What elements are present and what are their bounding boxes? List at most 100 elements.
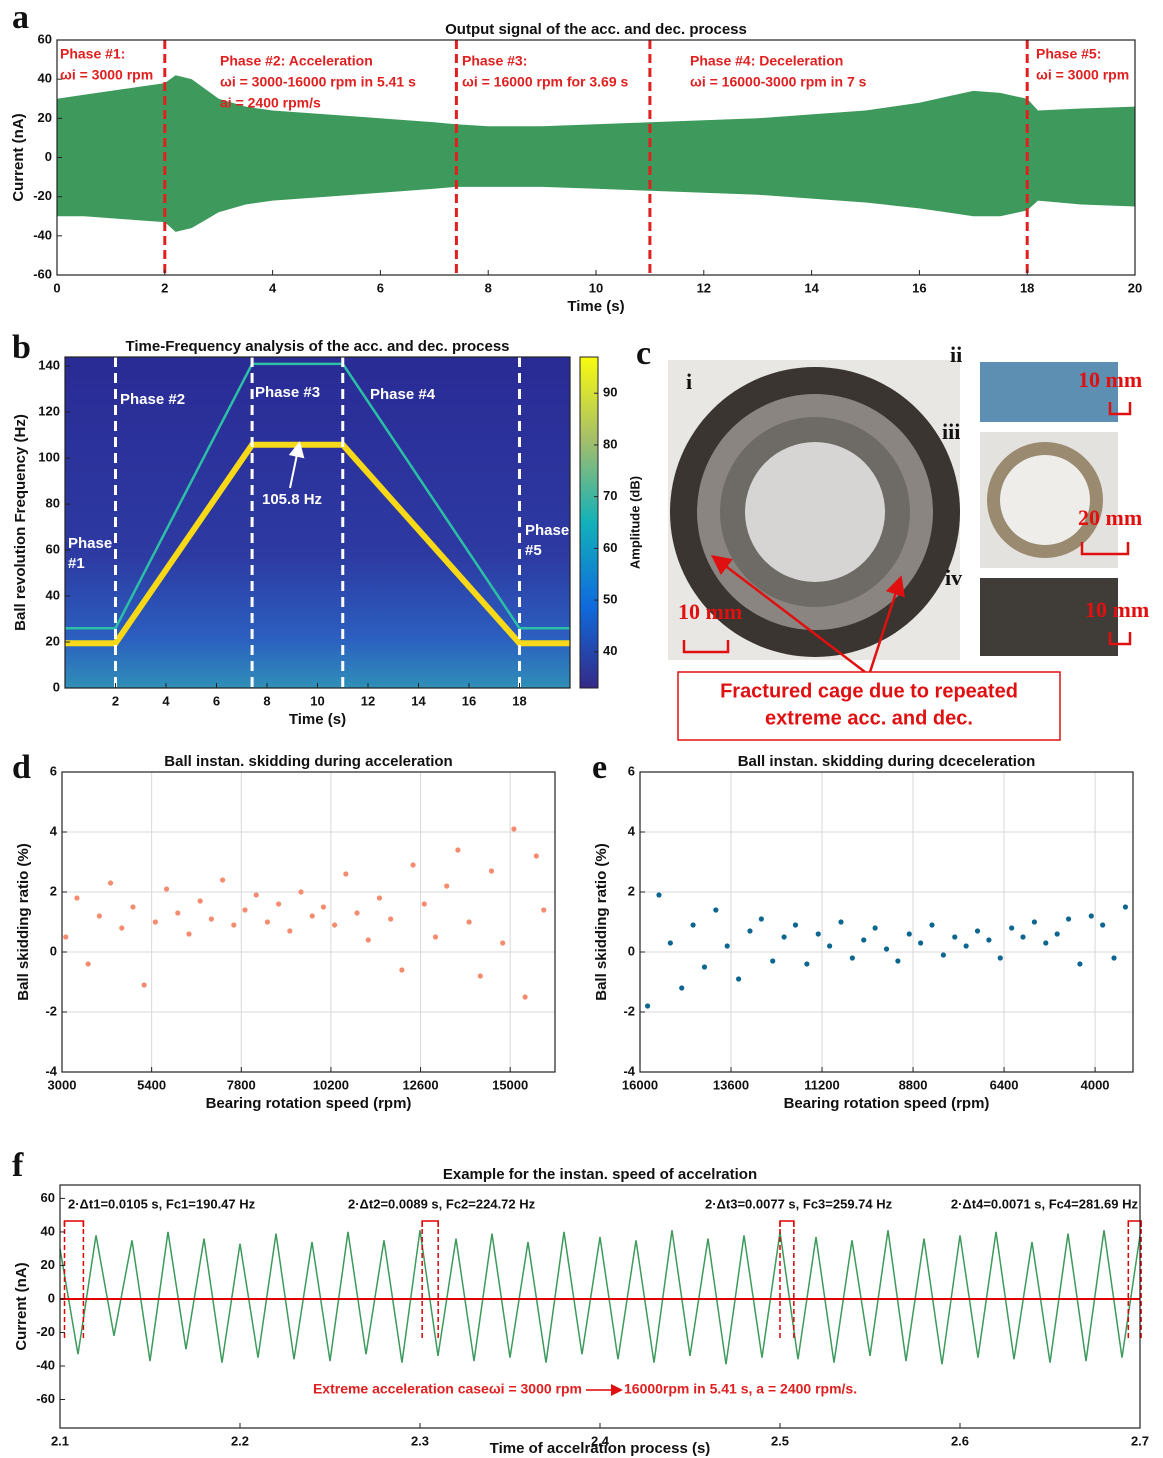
- colorbar-tick-label: 60: [603, 540, 617, 555]
- annotation: 105.8 Hz: [262, 491, 322, 508]
- point: [690, 922, 696, 928]
- point: [895, 958, 901, 964]
- point: [96, 913, 102, 919]
- x-tick-label: 20: [1128, 280, 1142, 295]
- annotation: Phase #2: [120, 391, 185, 408]
- y-tick-label: 40: [46, 587, 60, 602]
- point: [747, 928, 753, 934]
- interval-bracket: [421, 1220, 439, 1227]
- point: [219, 877, 226, 883]
- y-axis-label: Ball skidding ratio (%): [15, 843, 32, 1001]
- point: [1054, 931, 1060, 937]
- point: [1088, 913, 1094, 919]
- x-axis-label: Time (s): [567, 298, 624, 315]
- annotation: Phase #1:: [60, 46, 125, 62]
- annotation: 2·Δt1=0.0105 s, Fc1=190.47 Hz: [68, 1196, 256, 1211]
- point: [656, 892, 662, 898]
- x-tick-label: 6: [377, 280, 384, 295]
- annotation: Phase #5:: [1036, 46, 1101, 62]
- y-tick-label: 60: [38, 31, 52, 46]
- x-tick-label: 18: [1020, 280, 1034, 295]
- x-tick-label: 2.2: [231, 1433, 249, 1448]
- panel-label: d: [12, 749, 31, 786]
- chart-title: Time-Frequency analysis of the acc. and …: [125, 338, 509, 355]
- x-tick-label: 2.1: [51, 1433, 69, 1448]
- point: [1065, 916, 1072, 922]
- ridge-line: [65, 362, 570, 630]
- spectrogram-background: [65, 357, 570, 688]
- point: [432, 934, 439, 940]
- chart-title: Ball instan. skidding during dcecelerati…: [738, 753, 1036, 770]
- point: [309, 913, 315, 919]
- point: [872, 925, 878, 931]
- colorbar-tick-label: 40: [603, 643, 617, 658]
- point: [906, 931, 912, 937]
- point: [1122, 904, 1129, 910]
- point: [701, 964, 708, 970]
- x-axis-label: Bearing rotation speed (rpm): [784, 1095, 990, 1112]
- x-tick-label: 14: [411, 693, 426, 708]
- colorbar-tick-label: 80: [603, 436, 617, 451]
- point: [838, 919, 844, 925]
- x-tick-label: 0: [53, 280, 60, 295]
- y-tick-label: -60: [33, 266, 52, 281]
- point: [320, 904, 327, 910]
- point: [388, 916, 394, 922]
- y-tick-label: -2: [623, 1003, 635, 1018]
- note: Extreme acceleration caseωi = 3000 rpm: [313, 1381, 582, 1397]
- plot-frame: [59, 1184, 1141, 1429]
- point: [477, 973, 483, 979]
- x-axis-label: Time of accelration process (s): [490, 1440, 711, 1457]
- point: [208, 916, 214, 922]
- x-tick-label: 2.5: [771, 1433, 789, 1448]
- x-tick-label: 12: [361, 693, 375, 708]
- photo-label: iii: [942, 419, 960, 444]
- point: [186, 931, 192, 937]
- signal-line: [59, 1230, 1141, 1365]
- point: [713, 907, 719, 913]
- scale-bar-label: 10 mm: [1085, 597, 1149, 622]
- x-tick-label: 5400: [137, 1077, 166, 1092]
- y-tick-label: 4: [50, 823, 58, 838]
- photo-panel: c i ii iii iv 10 mm 10 mm 20 mm 10 mm Fr…: [636, 335, 1149, 741]
- photo-label: ii: [950, 342, 962, 367]
- x-tick-label: 6400: [990, 1077, 1019, 1092]
- y-tick-label: 2: [628, 883, 635, 898]
- x-tick-label: 12600: [402, 1077, 438, 1092]
- bearing-bore: [745, 442, 885, 582]
- point: [736, 976, 742, 982]
- y-tick-label: 4: [628, 823, 636, 838]
- annotation: 2·Δt3=0.0077 s, Fc3=259.74 Hz: [705, 1196, 893, 1211]
- callout-text: Fractured cage due to repeated: [720, 680, 1018, 702]
- point: [466, 919, 472, 925]
- arrow: [288, 441, 305, 489]
- callout-text: extreme acc. and dec.: [765, 707, 973, 729]
- scale-bar: [1080, 542, 1130, 556]
- y-tick-label: -40: [36, 1357, 55, 1372]
- y-tick-label: 40: [38, 71, 52, 86]
- point: [827, 943, 833, 949]
- point: [679, 985, 685, 991]
- note: 16000rpm in 5.41 s, a = 2400 rpm/s.: [624, 1381, 857, 1397]
- plot-frame: [61, 771, 556, 1073]
- point: [119, 925, 125, 931]
- point: [376, 895, 383, 901]
- y-axis-label: Ball skidding ratio (%): [593, 843, 610, 1001]
- x-axis-label: Bearing rotation speed (rpm): [206, 1095, 412, 1112]
- point: [861, 937, 867, 943]
- point: [264, 919, 271, 925]
- annotation: 2·Δt2=0.0089 s, Fc2=224.72 Hz: [348, 1196, 536, 1211]
- point: [107, 880, 114, 886]
- point: [929, 922, 935, 928]
- panel-label: f: [12, 1147, 24, 1184]
- colorbar-label: Amplitude (dB): [627, 476, 642, 569]
- annotation: ωi = 3000 rpm: [1036, 67, 1129, 83]
- x-tick-label: 3000: [48, 1077, 77, 1092]
- point: [792, 922, 799, 928]
- photo-label: iv: [945, 565, 962, 590]
- y-tick-label: 2: [50, 883, 57, 898]
- panel-label: c: [636, 335, 651, 372]
- y-tick-label: -40: [33, 227, 52, 242]
- y-tick-label: 0: [53, 679, 60, 694]
- arrow: [711, 554, 866, 673]
